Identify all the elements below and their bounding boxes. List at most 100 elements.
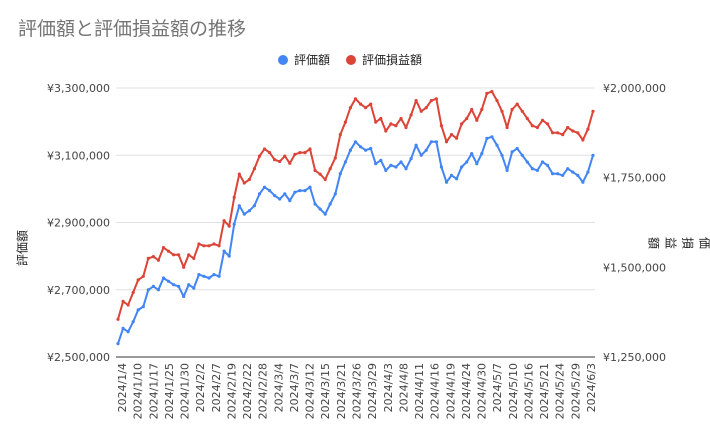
data-point-valuation <box>515 146 519 151</box>
data-point-gain <box>399 116 403 121</box>
x-tick-label: 2024/3/15 <box>319 363 332 419</box>
x-tick-label: 2024/3/26 <box>351 363 364 419</box>
data-point-valuation <box>217 274 221 278</box>
data-point-valuation <box>389 163 393 167</box>
data-point-gain <box>222 219 226 223</box>
data-point-valuation <box>136 308 140 312</box>
data-point-gain <box>303 151 307 155</box>
data-point-gain <box>591 109 595 113</box>
data-point-valuation <box>283 192 287 196</box>
data-point-gain <box>333 156 337 160</box>
x-tick-label: 2024/4/8 <box>397 363 410 412</box>
x-tick-label: 2024/5/7 <box>491 363 504 412</box>
data-point-valuation <box>333 192 337 196</box>
data-point-gain <box>288 161 292 165</box>
data-point-gain <box>470 107 474 112</box>
data-point-gain <box>338 133 342 137</box>
x-tick-label: 2024/1/30 <box>179 363 192 419</box>
data-point-gain <box>283 154 287 158</box>
data-point-gain <box>364 106 368 110</box>
data-point-gain <box>192 256 196 260</box>
data-point-gain <box>252 167 256 171</box>
data-point-valuation <box>480 152 484 156</box>
data-point-gain <box>156 258 160 262</box>
data-point-valuation <box>434 140 438 144</box>
data-point-gain <box>419 109 423 113</box>
data-point-valuation <box>551 172 555 176</box>
data-point-gain <box>348 106 352 110</box>
data-point-valuation <box>187 283 191 287</box>
data-point-valuation <box>591 153 595 157</box>
x-tick-label: 2024/2/19 <box>225 363 238 419</box>
data-point-gain <box>126 303 130 307</box>
data-point-valuation <box>495 143 499 147</box>
data-point-valuation <box>429 140 433 144</box>
data-point-gain <box>141 274 145 278</box>
data-point-valuation <box>298 189 302 193</box>
data-point-gain <box>359 102 363 106</box>
data-point-gain <box>434 97 438 101</box>
data-point-valuation <box>323 212 327 216</box>
data-point-gain <box>237 172 241 176</box>
data-point-valuation <box>414 143 418 147</box>
data-point-valuation <box>166 279 171 283</box>
data-point-valuation <box>439 165 443 169</box>
data-point-valuation <box>308 185 312 189</box>
data-point-gain <box>525 116 529 121</box>
data-point-valuation <box>399 160 403 164</box>
data-point-valuation <box>419 153 423 157</box>
data-point-valuation <box>581 180 585 184</box>
data-point-gain <box>227 224 231 228</box>
data-point-valuation <box>490 135 494 139</box>
data-point-valuation <box>520 153 524 157</box>
data-point-valuation <box>353 140 358 144</box>
data-point-valuation <box>313 202 317 206</box>
data-point-gain <box>424 106 428 110</box>
data-point-valuation <box>348 148 352 152</box>
data-point-valuation <box>465 160 469 164</box>
data-point-gain <box>581 138 585 142</box>
data-point-gain <box>187 253 191 257</box>
data-point-valuation <box>384 168 388 172</box>
data-point-valuation <box>151 284 155 288</box>
data-point-valuation <box>576 173 580 177</box>
x-tick-label: 2024/3/4 <box>272 363 285 412</box>
data-point-gain <box>262 147 267 151</box>
data-point-valuation <box>227 254 231 258</box>
data-point-valuation <box>369 146 373 151</box>
data-point-gain <box>439 124 443 128</box>
data-point-gain <box>510 107 514 112</box>
data-point-valuation <box>561 173 565 177</box>
x-tick-label: 2024/1/4 <box>116 363 129 412</box>
data-point-valuation <box>540 160 545 164</box>
legend-item-valuation[interactable]: 評価額 <box>278 51 330 68</box>
x-tick-label: 2024/3/29 <box>366 363 379 419</box>
legend-item-gain[interactable]: 評価損益額 <box>346 51 422 68</box>
data-point-valuation <box>318 207 322 211</box>
x-tick-label: 2024/6/3 <box>585 363 598 412</box>
data-point-valuation <box>242 212 246 216</box>
data-point-valuation <box>131 320 135 324</box>
data-point-gain <box>530 124 535 128</box>
data-point-valuation <box>172 283 176 287</box>
data-point-valuation <box>364 148 368 152</box>
data-point-valuation <box>328 202 332 206</box>
data-point-gain <box>318 172 322 176</box>
data-point-valuation <box>278 197 282 201</box>
data-point-gain <box>490 90 494 94</box>
data-point-gain <box>460 122 464 126</box>
data-point-gain <box>293 152 297 156</box>
data-point-gain <box>278 159 282 164</box>
data-point-gain <box>455 136 459 140</box>
data-point-gain <box>404 125 408 130</box>
data-point-valuation <box>525 160 529 164</box>
data-point-valuation <box>530 167 535 171</box>
data-point-gain <box>232 195 236 199</box>
left-tick-label: ¥3,300,000 <box>47 82 110 95</box>
data-point-gain <box>202 244 206 248</box>
data-point-valuation <box>192 286 196 290</box>
data-point-gain <box>161 246 166 250</box>
data-point-valuation <box>273 194 277 198</box>
data-point-valuation <box>343 160 347 164</box>
